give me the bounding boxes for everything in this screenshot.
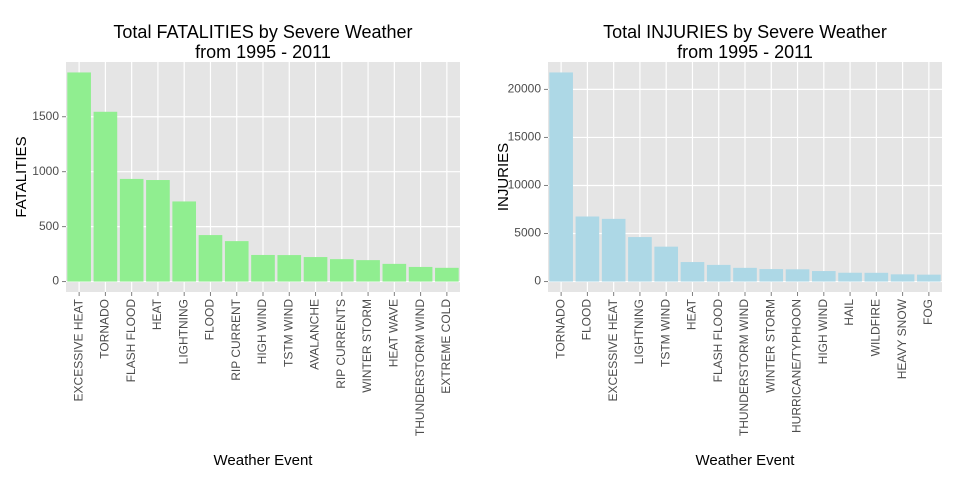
x-tick-label: FLASH FLOOD [124,299,138,383]
bar [628,237,652,282]
x-tick-label: AVALANCHE [308,299,322,370]
x-tick-label: EXCESSIVE HEAT [606,298,620,401]
x-tick-label: FLASH FLOOD [711,299,725,383]
bar [93,111,118,282]
x-tick-label: RIP CURRENT [229,298,243,380]
bar [356,260,380,282]
x-tick-label: HEAT [685,298,699,330]
bar [329,259,354,282]
bar [575,216,600,282]
bar [119,178,144,282]
bar [146,180,170,282]
bar [251,254,275,282]
y-tick-label: 10000 [508,178,542,192]
x-tick-label: FOG [921,299,935,325]
bar [838,272,862,282]
x-tick-label: FLOOD [203,299,217,341]
x-tick-label: FLOOD [580,299,594,341]
x-tick-label: HAIL [842,299,856,326]
x-tick-label: LIGHTNING [176,299,190,364]
bar [172,201,197,282]
bar [864,272,889,282]
y-tick-label: 500 [39,219,59,233]
y-tick-label: 15000 [508,130,542,144]
bar [890,274,915,282]
bar [303,257,328,282]
x-tick-label: TORNADO [98,299,112,359]
x-tick-label: TSTM WIND [281,299,295,367]
bar [224,241,249,282]
x-tick-label: HEAT [150,298,164,330]
bar [706,264,731,282]
bar [67,72,91,282]
x-tick-label: HURRICANE/TYPHOON [790,299,804,433]
y-axis-title: INJURIES [495,143,512,211]
x-tick-label: THUNDERSTORM WIND [413,299,427,436]
bar [408,266,433,282]
y-tick-label: 20000 [508,82,542,96]
x-tick-label: WINTER STORM [360,299,374,393]
x-tick-label: RIP CURRENTS [334,299,348,389]
y-tick-label: 0 [534,274,541,288]
x-tick-label: EXCESSIVE HEAT [71,298,85,401]
y-tick-label: 5000 [514,226,541,240]
bar [277,255,302,282]
x-tick-label: HEAVY SNOW [895,298,909,379]
bar [733,267,757,282]
chart-title: from 1995 - 2011 [677,42,813,62]
bar [435,267,459,282]
bar [785,269,810,282]
x-axis-title: Weather Event [696,452,796,469]
chart-title: Total FATALITIES by Severe Weather [113,22,412,42]
y-axis-title: FATALITIES [13,136,30,217]
x-tick-label: EXTREME COLD [439,299,453,394]
bar [680,262,705,282]
x-tick-label: HIGH WIND [816,299,830,365]
bar [549,72,573,282]
x-tick-label: HEAT WAVE [387,299,401,367]
x-tick-label: TSTM WIND [658,299,672,367]
y-tick-label: 1500 [32,109,59,123]
y-tick-label: 0 [52,274,59,288]
x-tick-label: TORNADO [553,299,567,359]
bar [382,263,407,282]
x-axis-title: Weather Event [214,452,314,469]
bar [759,269,784,282]
bar [654,246,679,282]
chart-title: Total INJURIES by Severe Weather [603,22,887,42]
x-tick-label: THUNDERSTORM WIND [737,299,751,436]
x-tick-label: HIGH WIND [255,299,269,365]
bar [198,235,223,282]
chart-title: from 1995 - 2011 [195,42,331,62]
bar [601,218,626,282]
y-tick-label: 1000 [32,164,59,178]
x-tick-label: WILDFIRE [869,299,883,356]
x-tick-label: LIGHTNING [632,299,646,364]
x-tick-label: WINTER STORM [763,299,777,393]
bar [811,271,836,282]
bar [917,274,941,282]
